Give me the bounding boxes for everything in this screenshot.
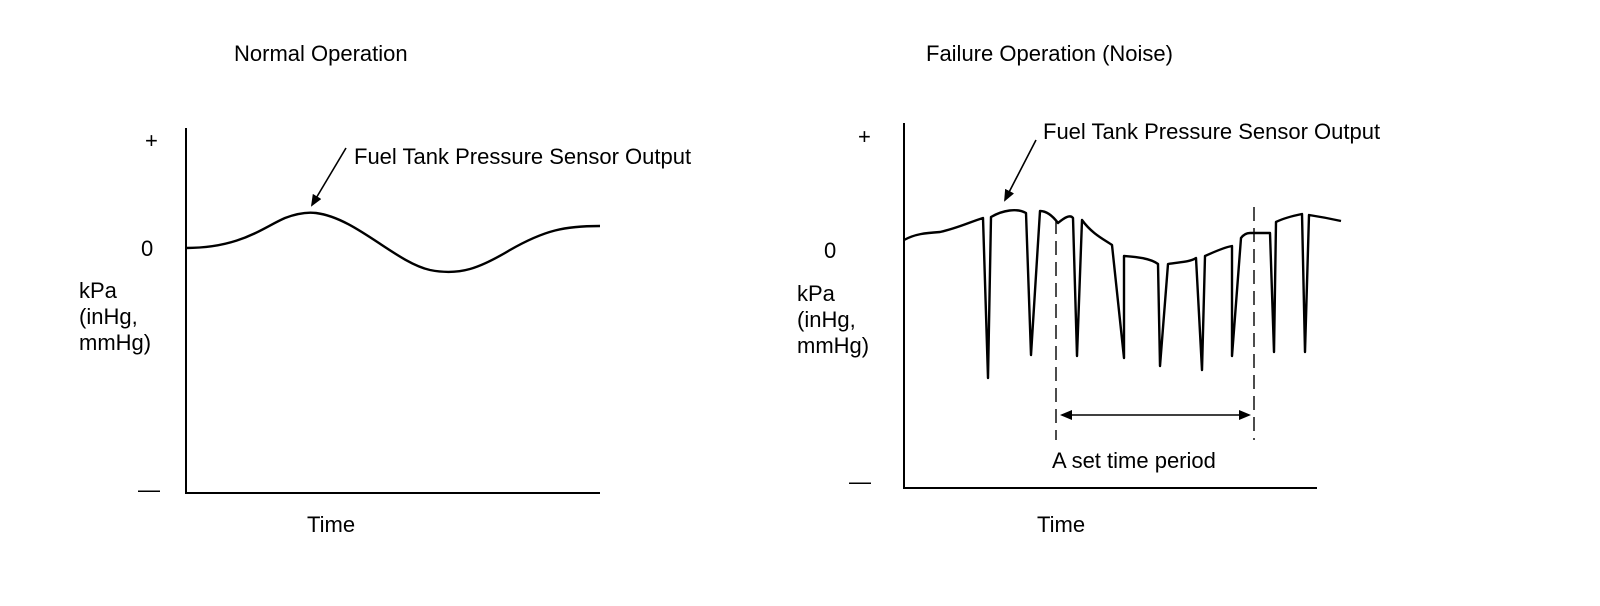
left-unit-line-2: (inHg, [79, 304, 138, 329]
left-x-label: Time [307, 512, 355, 537]
right-unit-line-2: (inHg, [797, 307, 856, 332]
right-x-label: Time [1037, 512, 1085, 537]
left-axes [185, 128, 600, 494]
right-noisy-sensor-output-curve [903, 209, 1342, 380]
right-plus-label: + [858, 124, 871, 149]
left-minus-label: — [138, 477, 160, 502]
right-unit-line-3: mmHg) [797, 333, 869, 358]
left-annotation-arrow [310, 147, 347, 207]
right-annotation-text: Fuel Tank Pressure Sensor Output [1043, 119, 1380, 144]
set-time-period-label: A set time period [1052, 448, 1216, 473]
right-annotation-arrow [1004, 139, 1037, 202]
failure-operation-panel: Failure Operation (Noise) + 0 — kPa (inH… [797, 41, 1380, 537]
left-unit-line-3: mmHg) [79, 330, 151, 355]
left-annotation-text: Fuel Tank Pressure Sensor Output [354, 144, 691, 169]
right-minus-label: — [849, 469, 871, 494]
left-sensor-output-curve [185, 211, 601, 274]
right-axes [903, 123, 1317, 489]
left-zero-label: 0 [141, 236, 153, 261]
left-title: Normal Operation [234, 41, 408, 66]
left-unit-line-1: kPa [79, 278, 118, 303]
right-title: Failure Operation (Noise) [926, 41, 1173, 66]
right-unit-line-1: kPa [797, 281, 836, 306]
normal-operation-panel: Normal Operation + 0 — kPa (inHg, mmHg) … [79, 41, 691, 537]
left-plus-label: + [145, 128, 158, 153]
right-zero-label: 0 [824, 238, 836, 263]
